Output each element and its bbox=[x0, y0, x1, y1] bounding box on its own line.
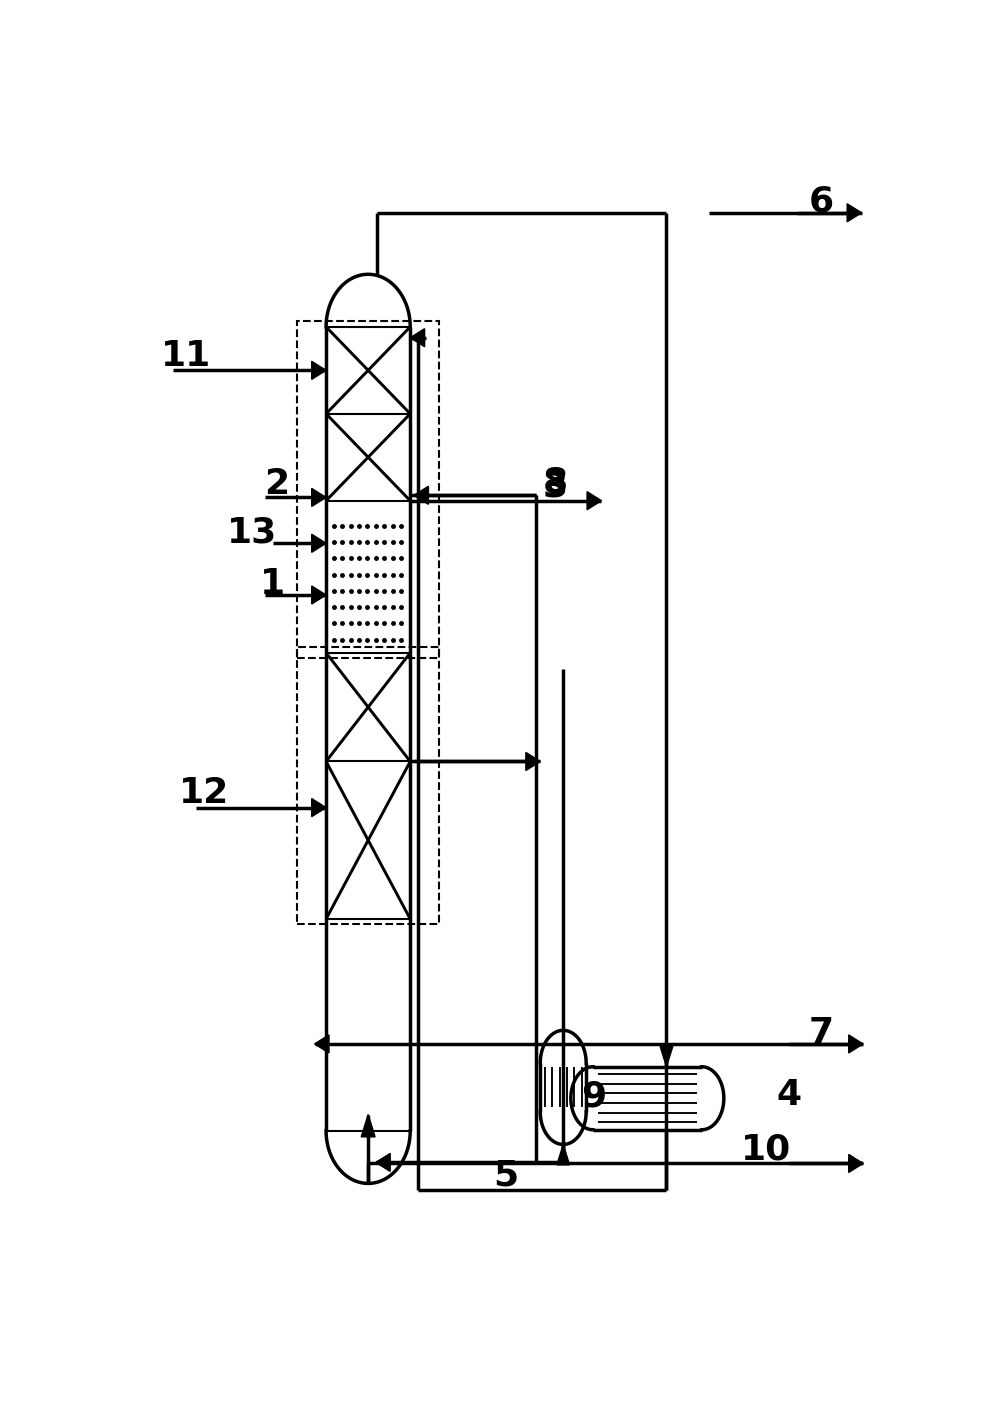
Polygon shape bbox=[660, 1047, 672, 1067]
Polygon shape bbox=[312, 799, 325, 817]
Text: 6: 6 bbox=[808, 185, 833, 219]
Bar bbox=[297, 322, 439, 658]
Text: 2: 2 bbox=[263, 467, 289, 501]
Text: 5: 5 bbox=[493, 1158, 518, 1192]
Text: 11: 11 bbox=[161, 339, 211, 373]
Polygon shape bbox=[315, 1034, 328, 1053]
Text: 9: 9 bbox=[581, 1079, 605, 1113]
Polygon shape bbox=[312, 586, 325, 604]
Polygon shape bbox=[361, 1115, 375, 1137]
Text: 12: 12 bbox=[178, 776, 229, 810]
Polygon shape bbox=[848, 1034, 862, 1053]
Polygon shape bbox=[312, 488, 325, 507]
Text: 1: 1 bbox=[259, 567, 285, 601]
Text: 10: 10 bbox=[740, 1132, 790, 1167]
Polygon shape bbox=[848, 1154, 862, 1173]
Polygon shape bbox=[587, 491, 600, 509]
Bar bbox=[297, 648, 439, 924]
Polygon shape bbox=[312, 361, 325, 380]
Text: 8: 8 bbox=[542, 466, 568, 499]
Text: 13: 13 bbox=[227, 515, 277, 549]
Polygon shape bbox=[376, 1153, 389, 1171]
Polygon shape bbox=[846, 203, 861, 222]
Polygon shape bbox=[526, 752, 539, 770]
Polygon shape bbox=[556, 1144, 569, 1165]
Polygon shape bbox=[410, 329, 424, 347]
Text: 4: 4 bbox=[776, 1078, 801, 1112]
Polygon shape bbox=[414, 487, 428, 504]
Text: 3: 3 bbox=[542, 470, 568, 504]
Text: 7: 7 bbox=[808, 1016, 833, 1050]
Polygon shape bbox=[312, 535, 325, 552]
